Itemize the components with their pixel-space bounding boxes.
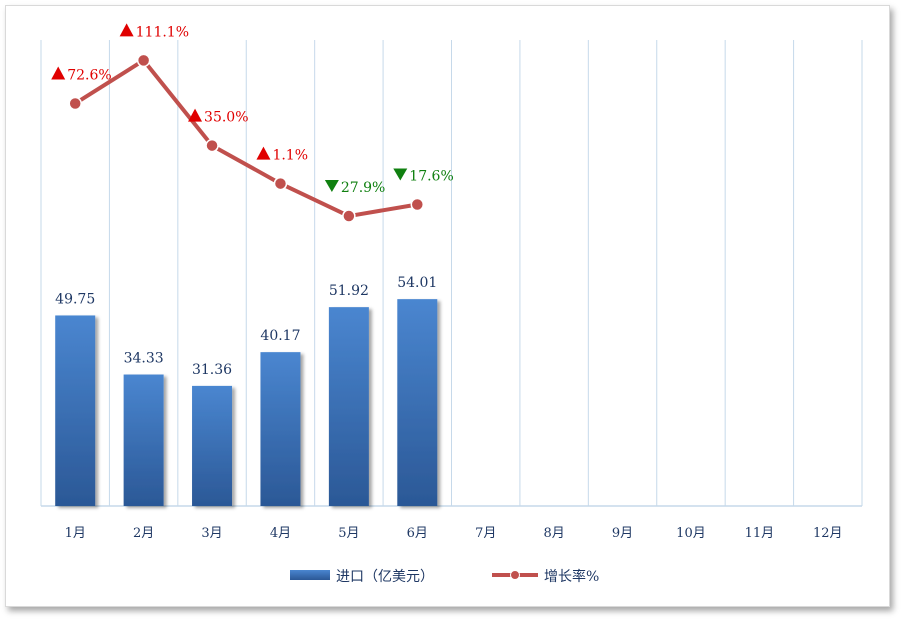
bar [192, 385, 233, 506]
x-tick-label: 12月 [813, 526, 843, 541]
growth-value-label: 17.6% [409, 169, 453, 185]
growth-marker [342, 209, 356, 223]
legend-bar-swatch [290, 570, 330, 580]
grid-lines [40, 40, 863, 507]
growth-line-series [68, 53, 425, 223]
down-arrow-icon [324, 180, 339, 193]
up-arrow-icon [256, 146, 271, 160]
legend-bar-label: 进口（亿美元） [336, 569, 434, 585]
bar-value-label: 40.17 [260, 328, 300, 344]
growth-marker [136, 53, 151, 68]
x-tick-label: 3月 [201, 526, 222, 541]
bar-data-labels: 49.75 34.33 31.36 40.17 51.92 54.01 [55, 275, 437, 378]
x-axis-ticks: 1月 2月 3月 4月 5月 6月 7月 8月 9月 10月 11月 12月 [65, 526, 843, 541]
up-arrow-icon [51, 66, 66, 80]
growth-marker [273, 176, 288, 191]
x-tick-label: 11月 [745, 526, 775, 541]
growth-value-label: 1.1% [272, 148, 308, 164]
growth-value-label: 111.1% [136, 24, 189, 40]
x-tick-label: 9月 [612, 526, 633, 541]
x-tick-label: 6月 [407, 526, 428, 541]
growth-marker [68, 96, 82, 111]
x-tick-label: 8月 [543, 526, 564, 541]
bar [123, 374, 164, 506]
x-tick-label: 2月 [133, 526, 154, 541]
bar-value-label: 34.33 [124, 351, 164, 367]
bar [328, 307, 369, 506]
bar-value-label: 51.92 [329, 283, 369, 299]
bar [397, 299, 438, 506]
growth-marker [410, 197, 425, 212]
x-tick-label: 1月 [65, 526, 86, 541]
x-tick-label: 10月 [676, 526, 706, 541]
x-tick-label: 4月 [270, 526, 291, 541]
bar-value-label: 31.36 [192, 362, 232, 378]
up-arrow-icon [119, 23, 134, 37]
growth-marker [205, 138, 219, 153]
growth-line [74, 58, 418, 219]
down-arrow-icon [393, 168, 408, 181]
growth-data-labels: 72.6% 111.1% 35.0% 1.1% 27.9% 17.6% [51, 23, 454, 196]
bar-value-label: 54.01 [397, 275, 437, 291]
bar-value-label: 49.75 [55, 291, 95, 307]
legend: 进口（亿美元） 增长率% [290, 568, 599, 585]
bar [260, 352, 301, 506]
legend-line-label: 增长率% [544, 568, 599, 585]
x-tick-label: 7月 [475, 526, 496, 541]
up-arrow-icon [188, 108, 203, 122]
bar-series [55, 299, 438, 506]
x-tick-label: 5月 [338, 526, 359, 541]
legend-line-marker [510, 570, 520, 580]
growth-value-label: 35.0% [204, 110, 248, 126]
growth-value-label: 27.9% [341, 180, 385, 196]
growth-value-label: 72.6% [67, 67, 111, 83]
bar [55, 315, 96, 506]
